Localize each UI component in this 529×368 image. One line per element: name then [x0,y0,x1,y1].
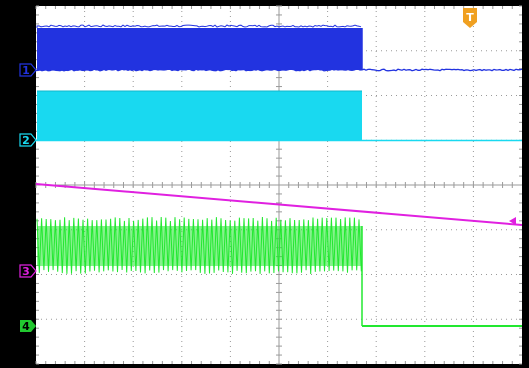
channel-2-waveform [36,90,522,142]
channel-3-waveform [35,183,523,226]
channel-4-waveform [36,216,522,327]
trigger-position-icon [463,8,477,28]
channel-4-ground-marker-icon [20,320,36,332]
graticule-grid [35,5,522,365]
channel-1-marker[interactable]: 1 [19,63,37,77]
channel-3-label: 3 [22,265,30,278]
trigger-label: T [466,11,474,24]
channel-1-ground-marker-icon [19,63,37,77]
channel-2-ground-marker-icon [19,133,37,147]
channel-2-burst [37,91,362,140]
channel-1-label: 1 [22,64,30,77]
channel-3-ground-marker-icon [19,264,37,278]
channel-4-label: 4 [22,320,30,333]
channel-4-marker[interactable]: 4 [20,320,36,333]
channel-2-label: 2 [22,134,30,147]
channel-1-baseline [35,68,523,72]
channel-1-waveform [35,24,523,72]
trigger-position-marker[interactable]: T [463,8,477,28]
channel-3-marker[interactable]: 3 [19,264,37,278]
channel-3-ramp [35,183,523,226]
channel-1-burst-top-edge [36,24,362,28]
trigger-level-arrow-icon[interactable] [509,217,516,225]
channel-4-oscillation [36,216,362,275]
channel-2-marker[interactable]: 2 [19,133,37,147]
channel-1-burst [37,28,362,70]
